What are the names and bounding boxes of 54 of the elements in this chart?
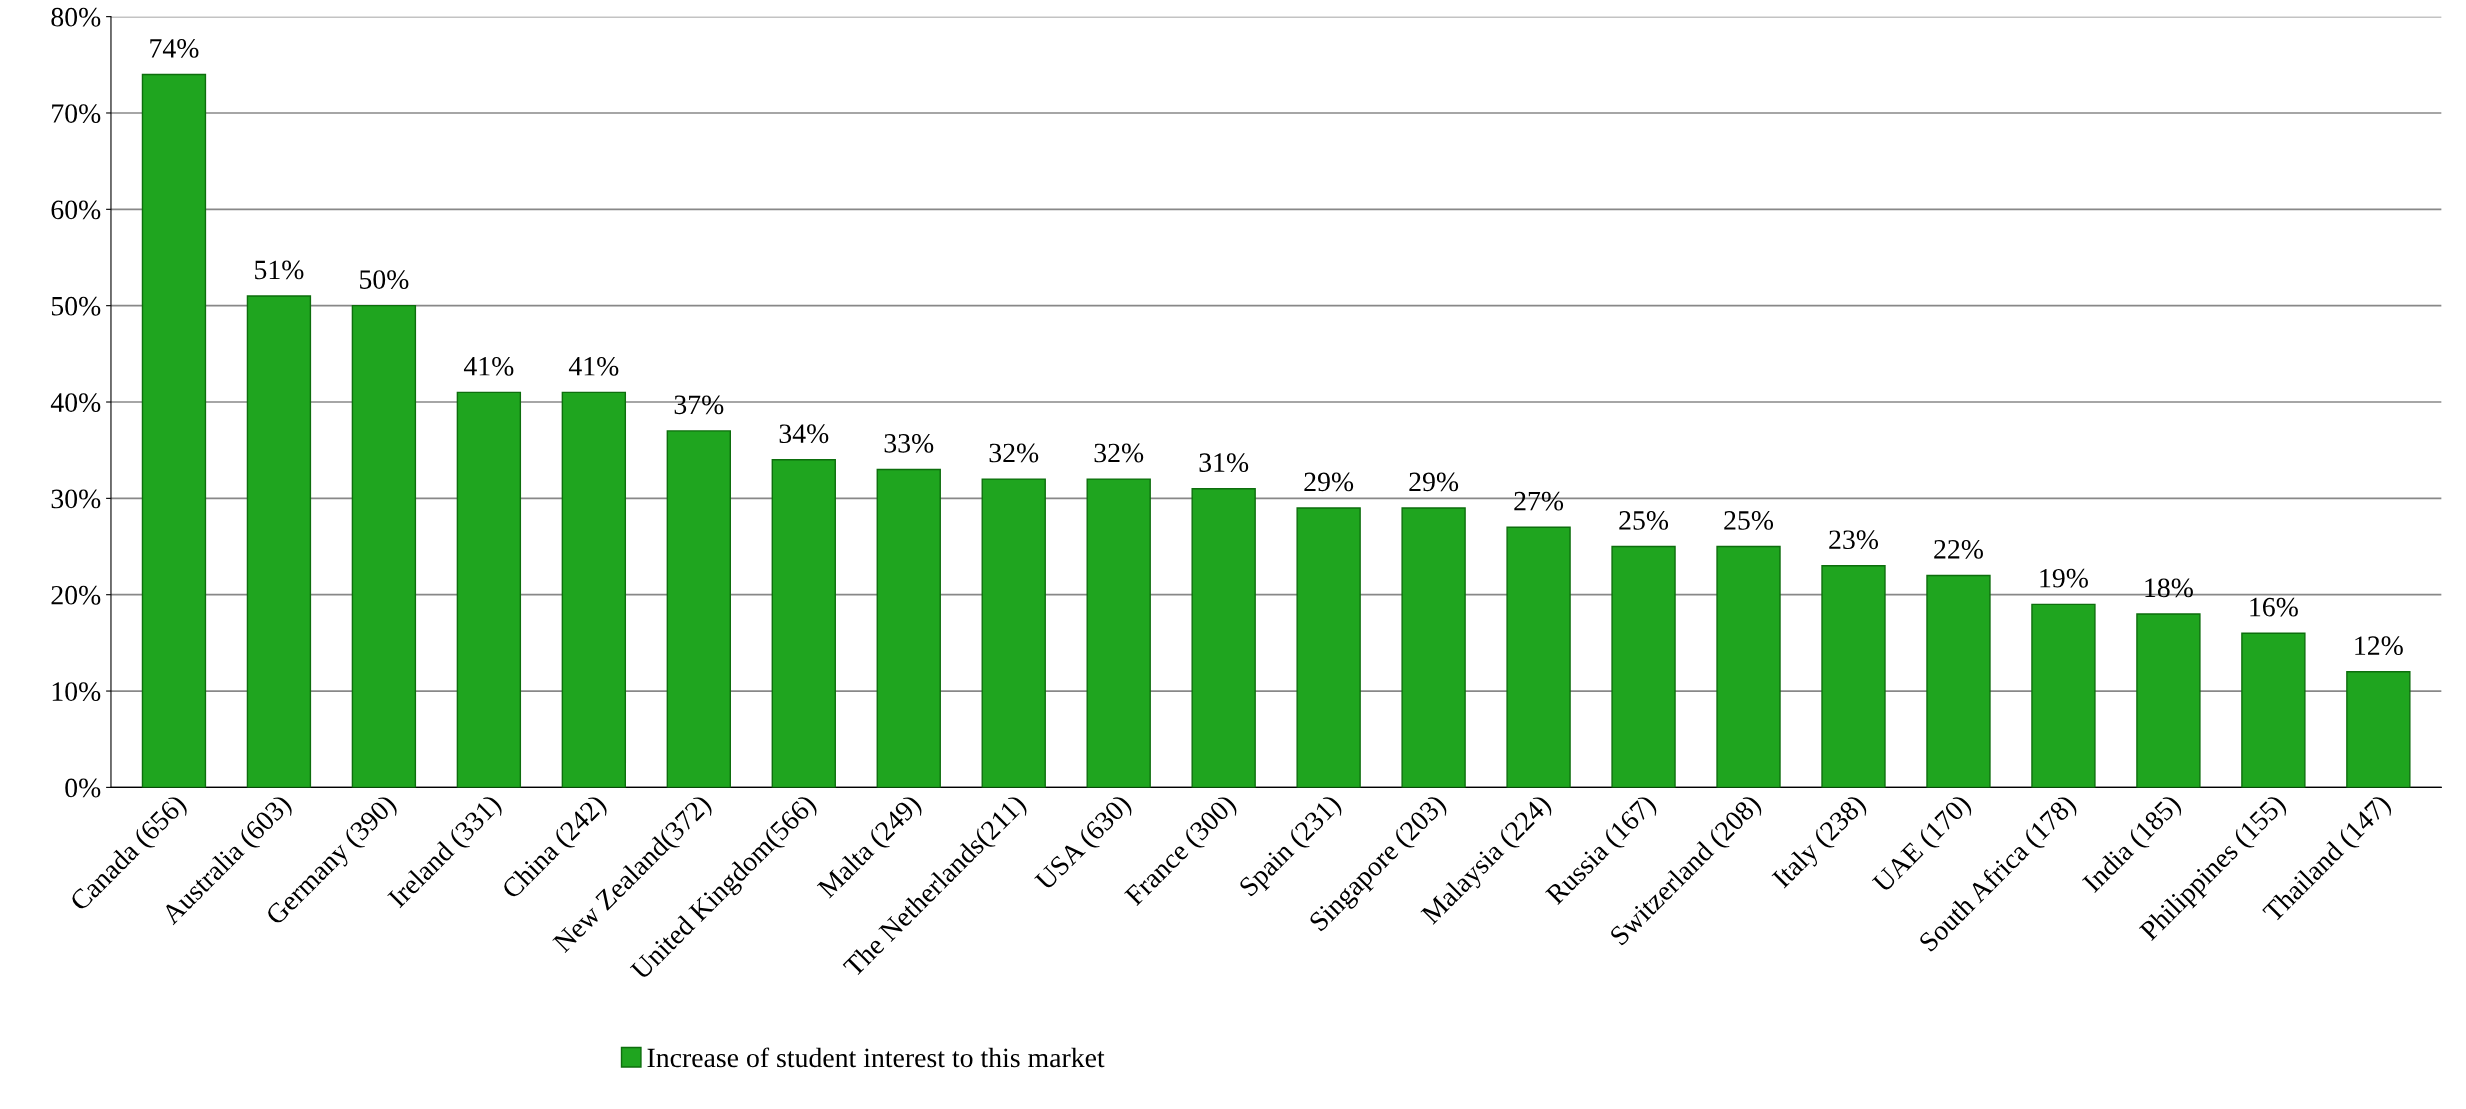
bar bbox=[2031, 603, 2096, 788]
bar bbox=[1401, 507, 1466, 788]
bar bbox=[1821, 565, 1886, 788]
data-label: 31% bbox=[1199, 453, 1249, 473]
bar bbox=[2346, 671, 2411, 788]
y-tick-label: 50% bbox=[51, 296, 101, 316]
data-label: 25% bbox=[1619, 511, 1669, 530]
data-label: 27% bbox=[1514, 491, 1564, 511]
data-label: 22% bbox=[1934, 539, 1983, 559]
y-tick-label: 70% bbox=[52, 104, 101, 123]
bar bbox=[981, 478, 1046, 788]
bar bbox=[876, 468, 941, 788]
bar bbox=[456, 391, 522, 788]
bar bbox=[246, 295, 312, 788]
bar bbox=[1926, 574, 1991, 788]
data-label: 18% bbox=[2145, 578, 2193, 598]
y-tick-label: 0% bbox=[65, 778, 101, 798]
data-label: 23% bbox=[1829, 530, 1879, 550]
data-label: 41% bbox=[463, 356, 514, 376]
bar bbox=[1506, 526, 1571, 788]
bar bbox=[1296, 507, 1361, 788]
data-label: 50% bbox=[360, 270, 409, 290]
data-label: 32% bbox=[989, 443, 1039, 463]
y-tick-label: 40% bbox=[50, 393, 101, 413]
bar bbox=[561, 391, 627, 788]
data-label: 25% bbox=[1724, 511, 1774, 530]
data-label: 12% bbox=[2355, 636, 2403, 656]
data-label: 37% bbox=[674, 395, 724, 415]
data-label: 32% bbox=[1094, 443, 1144, 463]
bar bbox=[1716, 545, 1781, 788]
bar bbox=[1086, 478, 1151, 788]
data-label: 74% bbox=[150, 38, 199, 58]
data-label: 51% bbox=[255, 260, 304, 280]
data-label: 29% bbox=[1304, 472, 1354, 492]
bar bbox=[666, 430, 731, 788]
y-tick-label: 10% bbox=[52, 682, 101, 702]
bar bbox=[351, 304, 417, 788]
y-tick-label: 60% bbox=[51, 200, 101, 220]
bar bbox=[2241, 632, 2306, 788]
bar bbox=[1611, 545, 1676, 788]
bar bbox=[2136, 613, 2201, 788]
data-label: 19% bbox=[2040, 568, 2088, 588]
legend-label: Increase of student interest to this market bbox=[647, 1047, 1105, 1068]
y-tick-label: 20% bbox=[51, 585, 101, 605]
bar bbox=[1191, 488, 1256, 788]
data-label: 41% bbox=[568, 356, 619, 376]
y-tick-label: 30% bbox=[51, 489, 101, 509]
bar bbox=[771, 459, 836, 788]
y-tick-label: 80% bbox=[51, 7, 101, 27]
data-label: 33% bbox=[884, 433, 934, 453]
data-label: 34% bbox=[779, 424, 829, 444]
data-label: 29% bbox=[1409, 472, 1459, 492]
bar bbox=[141, 73, 207, 788]
data-label: 16% bbox=[2250, 597, 2298, 617]
